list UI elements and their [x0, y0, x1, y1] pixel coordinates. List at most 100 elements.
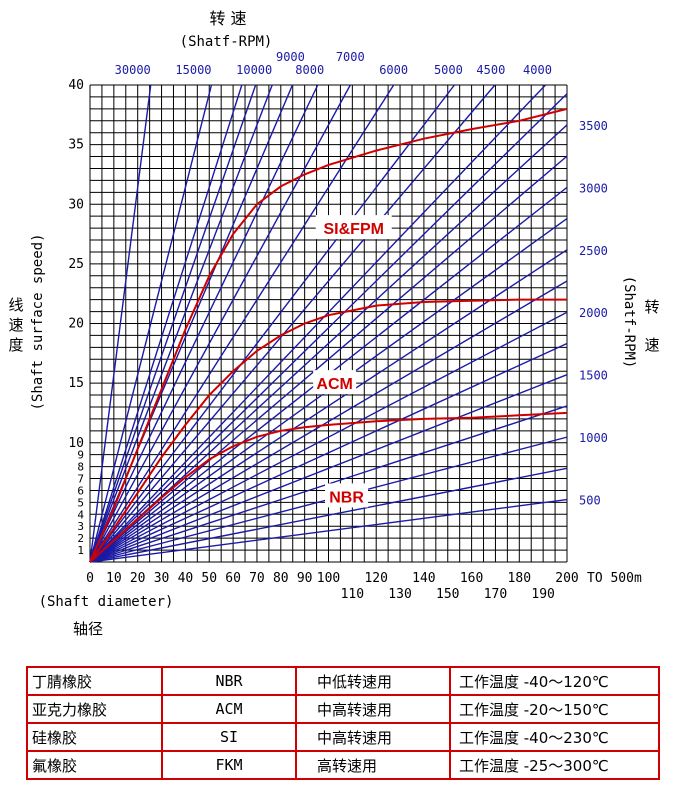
- rpm-line: [89, 84, 455, 563]
- rpm-label-right: 3500: [579, 119, 608, 133]
- y-label-cn: 度: [8, 336, 23, 354]
- y-label-cn: 线: [8, 296, 23, 314]
- y-tick-label: 2: [77, 532, 84, 545]
- x-tick-label-row2: 130: [388, 587, 411, 602]
- rpm-line: [89, 311, 568, 563]
- y-tick-label: 9: [77, 449, 84, 462]
- curve-acm: [89, 298, 567, 563]
- x-tick-label: 180: [508, 571, 531, 586]
- x-label-en: (Shaft diameter): [39, 594, 174, 610]
- rpm-line: [89, 84, 351, 563]
- x-tick-label: 30: [154, 571, 170, 586]
- rpm-label-right: 3000: [579, 181, 608, 195]
- material-cell: 氟橡胶: [26, 750, 163, 780]
- rpm-line: [89, 374, 568, 563]
- y-tick-label: 4: [77, 508, 84, 521]
- chart-title-cn: 转 速: [209, 9, 246, 28]
- x-tick-label: 80: [273, 571, 289, 586]
- rpm-label-right: 1500: [579, 369, 608, 383]
- rpm-line: [89, 84, 257, 563]
- rpm-line: [89, 84, 273, 563]
- usage-cell: 高转速用: [295, 750, 451, 780]
- rpm-label-top: 30000: [115, 63, 151, 77]
- x-extra-label: TO 500m: [587, 571, 642, 586]
- axis-titles: 转 速(Shatf-RPM)线速度 (Shaft surface speed) 转速…: [8, 9, 659, 638]
- curve-nbr: [89, 411, 568, 563]
- rpm-label-top: 4000: [523, 63, 552, 77]
- rpm-line: [89, 84, 395, 563]
- y-label-en: (Shaft surface speed): [30, 233, 46, 410]
- temp-cell: 工作温度 -20～150℃: [449, 694, 660, 724]
- curve-label-bg: [315, 215, 392, 240]
- x-tick-label: 0: [86, 571, 94, 586]
- rpm-line: [89, 84, 213, 563]
- rpm-label-right: 2500: [579, 244, 608, 258]
- x-tick-label: 100: [317, 571, 340, 586]
- rpm-line: [89, 84, 319, 563]
- code-cell: FKM: [161, 750, 297, 780]
- x-tick-label: 10: [106, 571, 122, 586]
- curve-sifpm: [89, 107, 568, 563]
- curve-label: SI&FPM: [324, 221, 384, 238]
- rpm-line: [89, 124, 568, 563]
- usage-cell: 中高转速用: [295, 694, 451, 724]
- rpm-line: [89, 249, 568, 563]
- rpm-label-top: 9000: [276, 50, 305, 64]
- rpm-label-top: 7000: [336, 50, 365, 64]
- y-tick-label: 25: [68, 257, 84, 272]
- x-tick-label: 60: [225, 571, 241, 586]
- right-label-cn: 转: [644, 298, 659, 316]
- material-cell: 丁腈橡胶: [26, 666, 163, 696]
- x-tick-label-row2: 110: [341, 587, 364, 602]
- x-tick-label-row2: 150: [436, 587, 459, 602]
- rpm-label-top: 5000: [434, 63, 463, 77]
- usage-cell: 中高转速用: [295, 722, 451, 752]
- rpm-label-right: 500: [579, 494, 601, 508]
- rpm-line: [89, 93, 568, 563]
- material-cell: 硅橡胶: [26, 722, 163, 752]
- rpm-label-right: 2000: [579, 306, 608, 320]
- rpm-line: [89, 280, 568, 563]
- rpm-line: [89, 84, 547, 563]
- y-label-cn: 速: [8, 316, 23, 334]
- curve-label-bg: [313, 370, 357, 395]
- usage-cell: 中低转速用: [295, 666, 451, 696]
- y-tick-label: 35: [68, 138, 84, 153]
- curve-labels: SI&FPM ACM NBR: [313, 215, 392, 508]
- code-cell: ACM: [161, 694, 297, 724]
- y-tick-label: 3: [77, 520, 84, 533]
- rpm-line: [89, 467, 568, 563]
- rpm-label-top: 15000: [175, 63, 211, 77]
- y-tick-label: 8: [77, 461, 84, 474]
- right-label-cn: 速: [644, 336, 659, 354]
- rpm-line: [89, 84, 496, 563]
- y-tick-label: 5: [77, 496, 84, 509]
- curve-label: ACM: [316, 376, 352, 393]
- x-tick-label: 70: [249, 571, 265, 586]
- x-tick-label: 120: [364, 571, 387, 586]
- table-row: 氟橡胶 FKM 高转速用 工作温度 -25～300℃: [26, 750, 660, 780]
- x-label-cn: 轴径: [73, 620, 103, 638]
- curve-label: NBR: [329, 489, 364, 506]
- temp-cell: 工作温度 -25～300℃: [449, 750, 660, 780]
- table-row: 硅橡胶 SI 中高转速用 工作温度 -40～230℃: [26, 722, 660, 752]
- x-tick-label: 40: [178, 571, 194, 586]
- rpm-label-top: 4500: [476, 63, 505, 77]
- right-label-en: (Shatf-RPM): [621, 276, 637, 369]
- rpm-label-top: 10000: [236, 63, 272, 77]
- rpm-label-right: 1000: [579, 431, 608, 445]
- y-tick-label: 20: [68, 317, 84, 332]
- y-tick-label: 15: [68, 376, 84, 391]
- code-cell: SI: [161, 722, 297, 752]
- x-tick-label: 50: [201, 571, 217, 586]
- x-tick-label: 200: [555, 571, 578, 586]
- table-row: 亚克力橡胶 ACM 中高转速用 工作温度 -20～150℃: [26, 694, 660, 724]
- y-tick-label: 1: [77, 544, 84, 557]
- chart-title-en: (Shatf-RPM): [180, 34, 273, 50]
- y-tick-label: 6: [77, 484, 84, 497]
- rpm-line: [89, 84, 243, 563]
- temp-cell: 工作温度 -40～230℃: [449, 722, 660, 752]
